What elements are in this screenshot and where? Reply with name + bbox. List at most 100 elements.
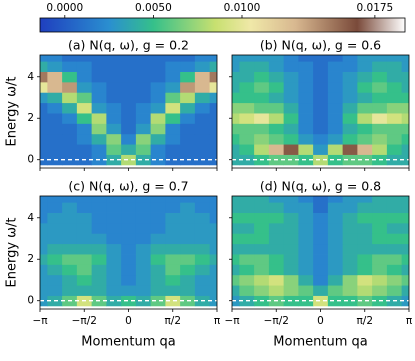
heatmap-cell	[47, 244, 62, 255]
heatmap-cell	[343, 254, 358, 265]
heatmap-cell	[313, 92, 328, 103]
heatmap-cell	[121, 144, 136, 155]
heatmap-cell	[357, 233, 372, 244]
heatmap-cell	[372, 223, 387, 234]
heatmap-cell	[239, 72, 254, 83]
heatmap-cell	[328, 134, 343, 145]
heatmap-cell	[284, 123, 299, 134]
heatmap-cell	[239, 202, 254, 213]
heatmap-cell	[195, 223, 210, 234]
heatmap-cell	[106, 202, 121, 213]
heatmap-cell	[165, 82, 180, 93]
heatmap-cell	[165, 61, 180, 72]
heatmap-cell	[313, 103, 328, 114]
heatmap-cell	[298, 144, 313, 155]
heatmap-cell	[136, 264, 151, 275]
heatmap-cell	[136, 82, 151, 93]
heatmap-cell	[136, 144, 151, 155]
heatmap-cell	[343, 223, 358, 234]
heatmap-cell	[254, 213, 269, 224]
heatmap-cell	[47, 103, 62, 114]
heatmap-cell	[92, 213, 107, 224]
heatmap-cell	[47, 82, 62, 93]
heatmap-cell	[239, 144, 254, 155]
heatmap-cell	[47, 264, 62, 275]
heatmap-cell	[387, 233, 402, 244]
heatmap-cell	[180, 134, 195, 145]
heatmap-cell	[402, 285, 415, 296]
heatmap-cell	[165, 213, 180, 224]
heatmap-cell	[165, 103, 180, 114]
x-tick-label: π	[214, 315, 221, 327]
heatmap-cell	[47, 254, 62, 265]
heatmap-cell	[195, 72, 210, 83]
heatmap-cell	[313, 82, 328, 93]
heatmap-cell	[92, 92, 107, 103]
heatmap-cell	[269, 113, 284, 124]
heatmap-cell	[62, 134, 77, 145]
heatmap-cell	[343, 72, 358, 83]
heatmap-cell	[195, 213, 210, 224]
heatmap-cell	[47, 275, 62, 286]
heatmap-cell	[151, 244, 166, 255]
heatmap-cell	[180, 244, 195, 255]
x-tick-label: −π/2	[72, 315, 97, 327]
heatmap-cell	[372, 213, 387, 224]
heatmap-cell	[106, 213, 121, 224]
heatmap-cell	[77, 254, 92, 265]
panel-title: (a) N(q, ω), g = 0.2	[68, 38, 189, 53]
heatmap-cell	[328, 233, 343, 244]
heatmap-cell	[402, 244, 415, 255]
heatmap-cell	[62, 144, 77, 155]
heatmap-cell	[106, 144, 121, 155]
heatmap-cell	[92, 144, 107, 155]
heatmap-cell	[121, 103, 136, 114]
heatmap-cell	[372, 103, 387, 114]
heatmap-cell	[328, 103, 343, 114]
heatmap-cell	[92, 244, 107, 255]
heatmap-cell	[343, 144, 358, 155]
heatmap-cell	[151, 202, 166, 213]
heatmap-cell	[136, 103, 151, 114]
heatmap-cell	[47, 233, 62, 244]
heatmap-cell	[298, 72, 313, 83]
heatmap-cell	[77, 202, 92, 213]
heatmap-cell	[343, 61, 358, 72]
heatmap-cell	[165, 144, 180, 155]
heatmap-cell	[328, 244, 343, 255]
heatmap-cell	[151, 233, 166, 244]
heatmap-cell	[269, 275, 284, 286]
heatmap-cell	[195, 82, 210, 93]
heatmap-cell	[62, 103, 77, 114]
heatmap-cell	[121, 275, 136, 286]
heatmap-cell	[298, 103, 313, 114]
heatmap-cell	[106, 103, 121, 114]
heatmap-cell	[298, 202, 313, 213]
heatmap-cell	[402, 213, 415, 224]
x-axis-label: Momentum qa	[273, 335, 367, 350]
heatmap-cell	[121, 72, 136, 83]
heatmap-cell	[328, 61, 343, 72]
panel-title: (b) N(q, ω), g = 0.6	[260, 38, 381, 53]
heatmap-cell	[106, 72, 121, 83]
heatmap-cell	[239, 113, 254, 124]
y-tick-label: 0	[27, 154, 34, 166]
y-axis-label: Energy ω/t	[5, 217, 20, 287]
heatmap-cell	[195, 113, 210, 124]
heatmap-cell	[343, 123, 358, 134]
y-tick-label: 2	[27, 253, 34, 265]
heatmap-cell	[254, 113, 269, 124]
heatmap-cell	[284, 82, 299, 93]
heatmap-cell	[357, 264, 372, 275]
heatmap-cell	[165, 92, 180, 103]
heatmap-cell	[387, 82, 402, 93]
heatmap-cell	[92, 123, 107, 134]
heatmap-cell	[284, 144, 299, 155]
heatmap-cell	[47, 51, 62, 62]
heatmap-cell	[136, 223, 151, 234]
heatmap-cell	[136, 202, 151, 213]
heatmap-cell	[92, 202, 107, 213]
heatmap-cell	[357, 61, 372, 72]
heatmap-cell	[195, 134, 210, 145]
heatmap-cell	[402, 233, 415, 244]
